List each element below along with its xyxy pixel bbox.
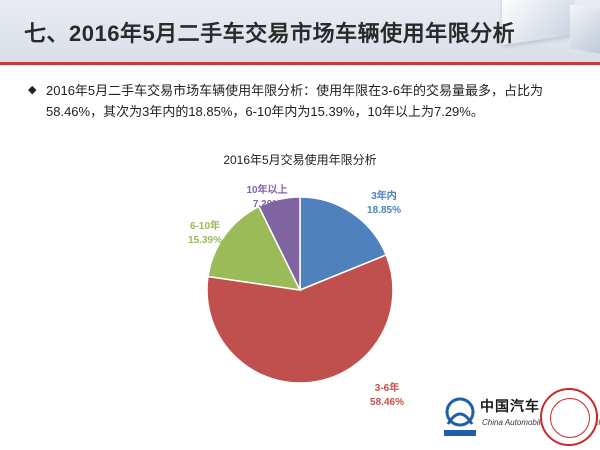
slice-value: 7.29%	[252, 199, 282, 210]
pie-slice	[257, 196, 301, 291]
slice-value: 18.85%	[367, 205, 401, 216]
association-logo: 中国汽车 China Automobile Dealers Associatio…	[440, 388, 600, 450]
slice-label: 6-10年 15.39%	[188, 220, 222, 248]
slice-category: 10年以上	[246, 185, 288, 196]
logo-brand-cn: 中国汽车	[480, 398, 540, 414]
chart-title: 2016年5月交易使用年限分析	[223, 153, 377, 167]
summary-paragraph: ◆ 2016年5月二手车交易市场车辆使用年限分析：使用年限在3-6年的交易量最多…	[28, 80, 580, 122]
slice-category: 6-10年	[189, 221, 221, 232]
slice-label: 3-6年 58.46%	[370, 382, 404, 410]
slice-value: 15.39%	[188, 235, 222, 246]
bullet-icon: ◆	[28, 84, 37, 96]
slice-label: 3年内 18.85%	[367, 190, 401, 218]
slice-category: 3年内	[371, 191, 397, 202]
slice-label: 10年以上 7.29%	[246, 184, 287, 212]
logo-seal-icon	[540, 388, 598, 446]
summary-text: 2016年5月二手车交易市场车辆使用年限分析：使用年限在3-6年的交易量最多，占…	[46, 83, 543, 119]
slice-category: 3-6年	[374, 383, 400, 394]
pie-slice	[206, 253, 394, 384]
header-divider	[0, 62, 600, 65]
page-title: 七、2016年5月二手车交易市场车辆使用年限分析	[24, 21, 516, 46]
slice-value: 58.46%	[370, 397, 404, 408]
pie-slice	[207, 205, 302, 291]
header-banner: 七、2016年5月二手车交易市场车辆使用年限分析	[0, 0, 600, 62]
logo-mark-icon	[444, 397, 476, 436]
pie-slice	[299, 196, 388, 292]
